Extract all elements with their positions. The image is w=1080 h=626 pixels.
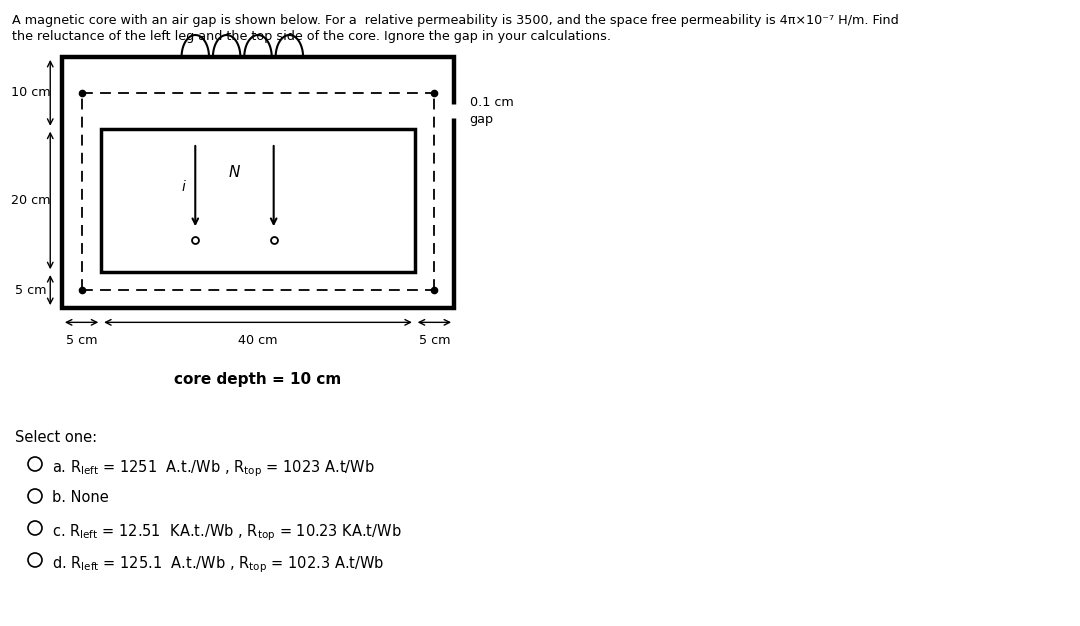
Text: a. R$_{\rm left}$ = 1251  A.t./Wb , R$_{\rm top}$ = 1023 A.t/Wb: a. R$_{\rm left}$ = 1251 A.t./Wb , R$_{\… — [52, 458, 375, 479]
Bar — [62, 57, 454, 308]
Text: 5 cm: 5 cm — [66, 334, 97, 347]
Text: c. R$_{\rm left}$ = 12.51  KA.t./Wb , R$_{\rm top}$ = 10.23 KA.t/Wb: c. R$_{\rm left}$ = 12.51 KA.t./Wb , R$_… — [52, 522, 402, 543]
Text: $i$: $i$ — [181, 178, 187, 193]
Text: b. None: b. None — [52, 490, 109, 505]
Text: d. R$_{\rm left}$ = 125.1  A.t./Wb , R$_{\rm top}$ = 102.3 A.t/Wb: d. R$_{\rm left}$ = 125.1 A.t./Wb , R$_{… — [52, 554, 384, 575]
Bar — [102, 129, 415, 272]
Text: A magnetic core with an air gap is shown below. For a  relative permeability is : A magnetic core with an air gap is shown… — [12, 14, 899, 27]
Text: 5 cm: 5 cm — [15, 284, 46, 297]
Text: 0.1 cm
gap: 0.1 cm gap — [470, 96, 513, 126]
Text: $N$: $N$ — [228, 164, 241, 180]
Text: 20 cm: 20 cm — [11, 194, 51, 207]
Text: 5 cm: 5 cm — [419, 334, 450, 347]
Text: core depth = 10 cm: core depth = 10 cm — [174, 372, 341, 387]
Text: 40 cm: 40 cm — [239, 334, 278, 347]
Text: 10 cm: 10 cm — [11, 86, 51, 100]
Text: Select one:: Select one: — [15, 430, 97, 445]
Text: the reluctance of the left leg and the top side of the core. Ignore the gap in y: the reluctance of the left leg and the t… — [12, 30, 611, 43]
